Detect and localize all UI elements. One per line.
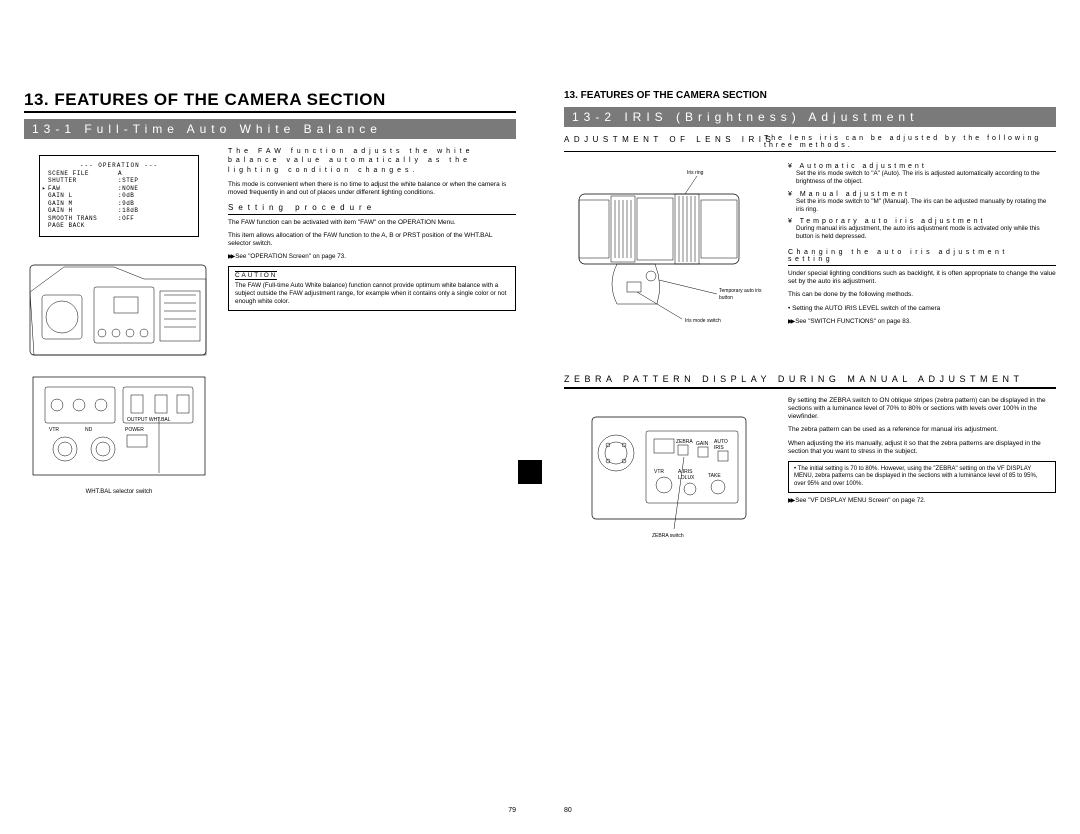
zebra-switch-illustration: ZEBRA GAIN AUTO IRIS VTR A.IRIS LOLUX TA… (574, 403, 764, 543)
page-79: 13. FEATURES OF THE CAMERA SECTION 13-1 … (0, 0, 540, 834)
section-title-small: 13. FEATURES OF THE CAMERA SECTION (564, 90, 1056, 101)
adjust-lead: The lens iris can be adjusted by the fol… (764, 135, 1056, 149)
iris-mode-label: Iris mode switch (685, 318, 721, 324)
zebra-xref: See "VF DISPLAY MENU Screen" on page 72. (788, 497, 1056, 504)
switch-panel-illustration: OUTPUT WHT.BAL VTR ND POWER (29, 373, 209, 483)
lens-illustration: Iris ring (567, 164, 772, 334)
svg-text:ND: ND (85, 427, 93, 433)
setting-text-1: The FAW function can be activated with i… (228, 219, 516, 227)
svg-text:OUTPUT WHT.BAL: OUTPUT WHT.BAL (127, 417, 171, 423)
svg-text:POWER: POWER (125, 427, 144, 433)
zebra-sw-caption: ZEBRA switch (652, 533, 684, 539)
page-80: 13. FEATURES OF THE CAMERA SECTION 13-2 … (540, 0, 1080, 834)
svg-text:ZEBRA: ZEBRA (676, 439, 693, 445)
zebra-note-box: • The initial setting is 70 to 80%. Howe… (788, 461, 1056, 494)
zebra-body-3: When adjusting the iris manually, adjust… (788, 440, 1056, 456)
zebra-body-2: The zebra pattern can be used as a refer… (788, 426, 1056, 434)
section-title: 13. FEATURES OF THE CAMERA SECTION (24, 90, 516, 113)
zebra-heading: ZEBRA PATTERN DISPLAY DURING MANUAL ADJU… (564, 374, 1056, 389)
svg-text:VTR: VTR (654, 469, 664, 475)
setting-procedure-heading: Setting procedure (228, 203, 516, 215)
caution-box: CAUTION The FAW (Full-time Auto White ba… (228, 266, 516, 311)
changing-heading: Changing the auto iris adjustment settin… (788, 249, 1056, 266)
operation-menu-box: --- OPERATION --- SCENE FILEA SHUTTER:ST… (39, 155, 199, 237)
adjust-lens-iris-heading: ADJUSTMENT OF LENS IRIS (564, 135, 775, 144)
temp-iris-label: Temporary auto irisbutton (719, 288, 762, 301)
method-temp: Temporary auto iris adjustment (788, 218, 1056, 225)
subsection-banner-13-1: 13-1 Full-Time Auto White Balance (24, 119, 516, 139)
faw-intro-body: This mode is convenient when there is no… (228, 181, 516, 197)
svg-text:TAKE: TAKE (708, 473, 721, 479)
panel-caption: WHT.BAL selector switch (24, 489, 214, 495)
svg-text:Iris ring: Iris ring (687, 170, 704, 176)
method-manual: Manual adjustment (788, 191, 1056, 198)
page-number-79: 79 (508, 807, 516, 814)
setting-xref: See "OPERATION Screen" on page 73. (228, 253, 516, 260)
zebra-body-1: By setting the ZEBRA switch to ON obliqu… (788, 397, 1056, 421)
camera-side-illustration (24, 247, 214, 367)
changing-xref: See "SWITCH FUNCTIONS" on page 83. (788, 318, 1056, 325)
faw-intro: The FAW function adjusts the white balan… (228, 147, 516, 175)
method-auto: Automatic adjustment (788, 163, 1056, 170)
subsection-banner-13-2: 13-2 IRIS (Brightness) Adjustment (564, 107, 1056, 127)
center-thumb-marker (518, 460, 542, 484)
page-number-80: 80 (564, 807, 572, 814)
page-spread: 13. FEATURES OF THE CAMERA SECTION 13-1 … (0, 0, 1080, 834)
svg-text:VTR: VTR (49, 427, 59, 433)
svg-text:GAIN: GAIN (696, 441, 709, 447)
setting-text-2: This item allows allocation of the FAW f… (228, 232, 516, 248)
svg-text:IRIS: IRIS (714, 445, 724, 451)
